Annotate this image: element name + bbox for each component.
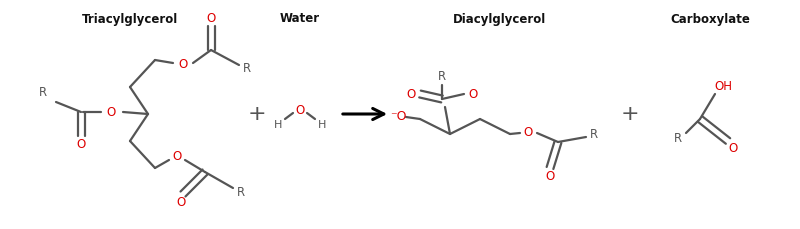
Text: R: R [438, 71, 446, 84]
Text: O: O [468, 87, 478, 101]
Text: R: R [39, 85, 47, 98]
Text: Diacylglycerol: Diacylglycerol [454, 13, 546, 25]
Text: O: O [406, 87, 416, 101]
Text: O: O [176, 196, 186, 208]
Text: O: O [172, 150, 182, 163]
Text: O: O [76, 137, 86, 150]
Text: OH: OH [714, 79, 732, 93]
Text: H: H [318, 120, 326, 130]
Text: O: O [206, 11, 216, 25]
Text: H: H [274, 120, 282, 130]
Text: R: R [237, 185, 245, 199]
Text: Triacylglycerol: Triacylglycerol [82, 13, 178, 25]
Text: +: + [248, 104, 266, 124]
Text: Carboxylate: Carboxylate [670, 13, 750, 25]
Text: O: O [523, 125, 533, 139]
Text: O: O [546, 169, 554, 183]
Text: ⁻O: ⁻O [390, 111, 406, 123]
Text: Water: Water [280, 13, 320, 25]
Text: O: O [178, 58, 188, 71]
Text: O: O [295, 104, 305, 117]
Text: O: O [728, 142, 738, 155]
Text: R: R [243, 63, 251, 76]
Text: +: + [621, 104, 639, 124]
Text: R: R [590, 128, 598, 142]
Text: O: O [106, 106, 116, 118]
Text: R: R [674, 133, 682, 145]
